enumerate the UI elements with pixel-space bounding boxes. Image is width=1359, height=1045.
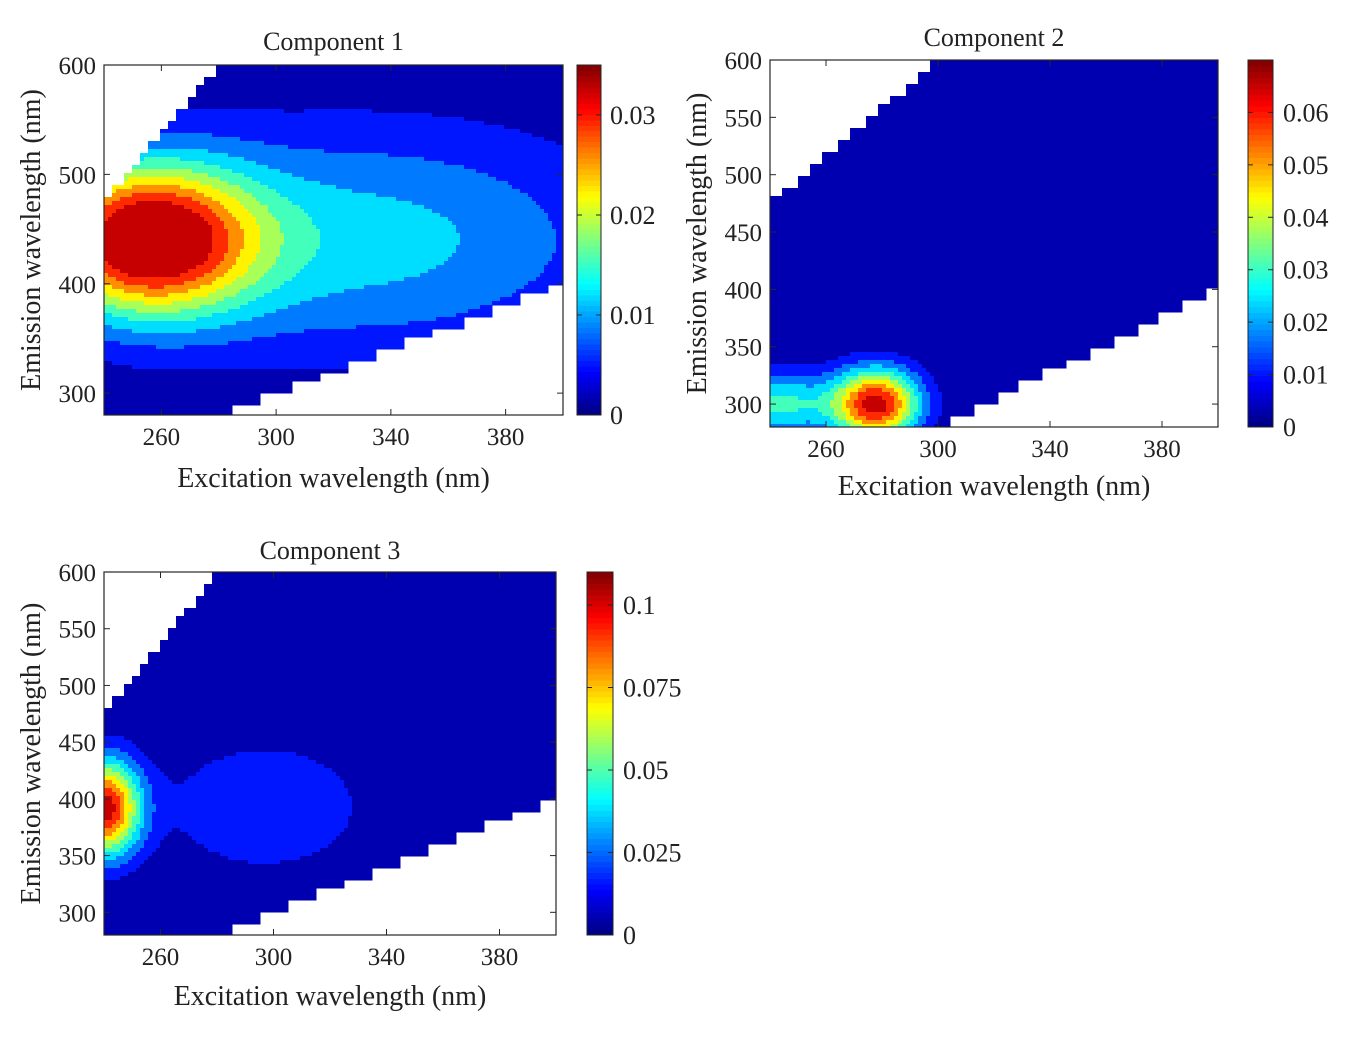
x-tick-label: 380 bbox=[1143, 436, 1181, 463]
y-tick-label: 600 bbox=[59, 53, 97, 80]
x-axis-label: Excitation wavelength (nm) bbox=[174, 981, 487, 1012]
x-tick-label: 340 bbox=[1031, 436, 1069, 463]
y-tick-label: 450 bbox=[725, 220, 763, 247]
colorbar: 0 0.01 0.02 0.03 bbox=[576, 64, 656, 430]
contour-fill bbox=[104, 572, 557, 936]
x-tick-label: 380 bbox=[487, 424, 525, 451]
x-tick-label: 300 bbox=[255, 944, 293, 971]
chart-panel-3: 260 300 340 380 300 350 400 450 500 550 600 Compone… bbox=[16, 536, 682, 1012]
x-tick-label: 300 bbox=[257, 424, 295, 451]
plot-frame bbox=[103, 64, 564, 416]
y-tick-label: 300 bbox=[725, 392, 763, 419]
colorbar-tick-label: 0 bbox=[1283, 413, 1296, 442]
x-tick-label: 340 bbox=[368, 944, 406, 971]
colorbar: 0 0.01 0.02 0.03 0.04 0.05 0.06 bbox=[1247, 59, 1329, 442]
x-tick-label: 260 bbox=[142, 944, 180, 971]
x-axis-label: Excitation wavelength (nm) bbox=[838, 471, 1151, 502]
y-tick-label: 550 bbox=[59, 617, 97, 644]
colorbar-tick-label: 0 bbox=[610, 401, 623, 430]
y-tick-label: 350 bbox=[59, 844, 97, 871]
x-axis-label: Excitation wavelength (nm) bbox=[177, 463, 490, 494]
y-tick-label: 500 bbox=[725, 163, 763, 190]
x-tick-label: 380 bbox=[481, 944, 519, 971]
colorbar-tick-label: 0.03 bbox=[610, 101, 656, 130]
colorbar-tick-label: 0.05 bbox=[623, 756, 669, 785]
colorbar-tick-label: 0.05 bbox=[1283, 151, 1329, 180]
plot-frame bbox=[769, 59, 1219, 428]
contour-fill bbox=[104, 65, 564, 416]
chart-panel-2: 260 300 340 380 300 350 400 450 500 550 600 Compone… bbox=[682, 23, 1329, 502]
y-tick-label: 550 bbox=[725, 105, 763, 132]
colorbar-tick-label: 0.02 bbox=[1283, 308, 1329, 337]
chart-panel-1: 260 300 340 380 300 400 500 600 Component 1 Excit… bbox=[16, 27, 656, 494]
y-tick-label: 300 bbox=[59, 381, 97, 408]
y-tick-label: 300 bbox=[59, 900, 97, 927]
y-tick-label: 350 bbox=[725, 335, 763, 362]
y-axis-label: Emission wavelength (nm) bbox=[16, 603, 47, 905]
y-tick-label: 600 bbox=[59, 560, 97, 587]
colorbar-tick-label: 0.01 bbox=[1283, 361, 1329, 390]
colorbar-tick-label: 0.04 bbox=[1283, 203, 1329, 232]
x-tick-label: 260 bbox=[807, 436, 845, 463]
y-tick-label: 600 bbox=[725, 48, 763, 75]
colorbar-tick-label: 0.06 bbox=[1283, 98, 1329, 127]
y-tick-label: 400 bbox=[59, 787, 97, 814]
y-tick-label: 500 bbox=[59, 162, 97, 189]
chart-title: Component 2 bbox=[924, 23, 1065, 52]
x-tick-label: 300 bbox=[919, 436, 957, 463]
chart-title: Component 1 bbox=[263, 27, 404, 56]
colorbar-tick-label: 0.025 bbox=[623, 839, 682, 868]
colorbar-tick-label: 0.03 bbox=[1283, 256, 1329, 285]
y-tick-label: 400 bbox=[59, 272, 97, 299]
y-tick-label: 400 bbox=[725, 277, 763, 304]
x-tick-label: 260 bbox=[143, 424, 181, 451]
y-tick-label: 450 bbox=[59, 730, 97, 757]
colorbar-tick-label: 0 bbox=[623, 921, 636, 950]
y-axis-label: Emission wavelength (nm) bbox=[682, 93, 713, 395]
colorbar-tick-label: 0.01 bbox=[610, 301, 656, 330]
colorbar-tick-label: 0.02 bbox=[610, 201, 656, 230]
y-axis-label: Emission wavelength (nm) bbox=[16, 89, 47, 391]
colorbar: 0 0.025 0.05 0.075 0.1 bbox=[586, 571, 682, 950]
contour-fill bbox=[770, 60, 1219, 428]
plot-frame bbox=[103, 571, 557, 936]
chart-title: Component 3 bbox=[260, 536, 401, 565]
colorbar-tick-label: 0.1 bbox=[623, 591, 656, 620]
x-tick-label: 340 bbox=[372, 424, 410, 451]
colorbar-tick-label: 0.075 bbox=[623, 674, 682, 703]
y-tick-label: 500 bbox=[59, 673, 97, 700]
